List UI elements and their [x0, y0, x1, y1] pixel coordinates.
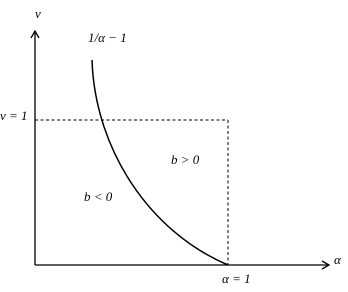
region-label: b < 0 — [84, 189, 113, 204]
alpha-tick-label: α = 1 — [222, 271, 251, 286]
curve — [91, 59, 229, 266]
x-axis-label: α — [334, 252, 342, 267]
curve-label: 1/α − 1 — [88, 30, 127, 45]
y-axis-label: v — [35, 6, 41, 21]
region-label: b > 0 — [171, 152, 200, 167]
v-tick-label: v = 1 — [0, 108, 28, 123]
